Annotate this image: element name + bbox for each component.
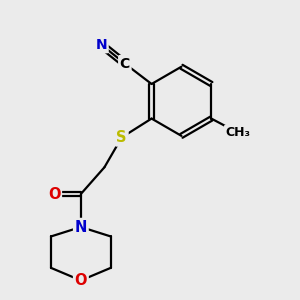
Text: N: N [75,220,87,235]
Text: N: N [95,38,107,52]
Text: S: S [116,130,127,145]
Text: CH₃: CH₃ [226,126,250,139]
Text: C: C [120,57,130,70]
Text: O: O [48,187,60,202]
Text: O: O [75,273,87,288]
